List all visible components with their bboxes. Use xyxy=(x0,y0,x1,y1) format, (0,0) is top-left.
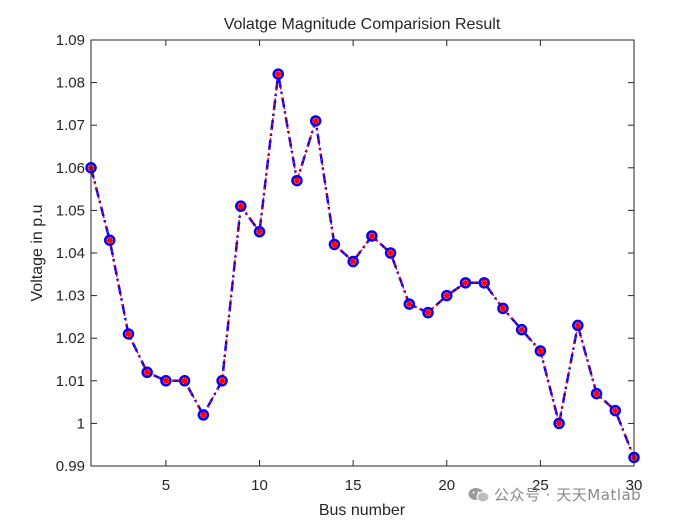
watermark-text: 公众号 · 天天Matlab xyxy=(494,486,642,504)
y-tick-label: 1.02 xyxy=(56,330,85,347)
data-point-star xyxy=(293,177,301,185)
data-point xyxy=(216,375,228,387)
data-point-star xyxy=(256,228,264,236)
x-tick-label: 5 xyxy=(162,477,170,494)
data-point-star xyxy=(199,411,207,419)
wechat-icon xyxy=(468,487,490,503)
data-point xyxy=(478,277,490,289)
data-point-star xyxy=(387,249,395,257)
data-point-star xyxy=(349,258,357,266)
data-point xyxy=(103,234,116,246)
data-point xyxy=(534,345,547,357)
tick-layer: 5 10 15 20 25 30 0.99 1 1.01 1.02 1.03 1.04 1.05 1.06… xyxy=(56,32,643,494)
data-point xyxy=(553,417,565,430)
data-point xyxy=(572,319,584,332)
data-point-star xyxy=(162,377,170,385)
data-point xyxy=(309,115,322,127)
y-tick-label: 1.01 xyxy=(56,373,85,390)
data-point-star xyxy=(611,407,619,415)
data-point-star xyxy=(574,321,582,329)
data-point-star xyxy=(405,300,413,308)
data-point-star xyxy=(593,390,601,398)
data-point-star xyxy=(106,236,114,244)
data-point xyxy=(422,306,434,319)
series-group-2 xyxy=(90,73,635,458)
data-point-star xyxy=(237,202,245,210)
data-point-star xyxy=(312,117,320,125)
data-point xyxy=(235,200,247,212)
data-point-star xyxy=(555,419,563,427)
data-point-star xyxy=(443,292,451,300)
data-point xyxy=(366,230,378,242)
data-point xyxy=(403,298,416,310)
y-tick-label: 1.08 xyxy=(56,75,85,92)
y-tick-label: 1.06 xyxy=(56,160,85,177)
plot-area xyxy=(91,40,634,466)
x-tick-label: 30 xyxy=(626,477,643,494)
data-point-star xyxy=(330,240,338,248)
watermark: 公众号 · 天天Matlab xyxy=(468,484,641,505)
x-tick-label: 10 xyxy=(251,477,268,494)
series-markers-1 xyxy=(85,68,640,464)
series-layer xyxy=(85,68,640,464)
y-tick-label: 1.09 xyxy=(56,32,85,49)
y-axis-label: Voltage in p.u xyxy=(29,205,46,302)
y-tick-label: 1 xyxy=(77,415,85,432)
data-point xyxy=(384,247,397,259)
data-point-star xyxy=(274,70,282,78)
data-point-star xyxy=(424,309,432,317)
y-tick-label: 1.03 xyxy=(56,288,85,305)
data-point xyxy=(347,255,359,268)
data-point-star xyxy=(218,377,226,385)
data-point-star xyxy=(368,232,376,240)
chart-title: Volatge Magnitude Comparision Result xyxy=(224,16,501,33)
data-point xyxy=(497,302,509,315)
data-point xyxy=(197,409,210,421)
y-tick-label: 1.05 xyxy=(56,202,85,219)
x-tick-label: 20 xyxy=(438,477,455,494)
data-point xyxy=(515,323,528,336)
data-point xyxy=(141,366,153,379)
data-point-star xyxy=(536,347,544,355)
data-point-star xyxy=(499,304,507,312)
series-line-2 xyxy=(90,73,635,458)
data-point xyxy=(291,174,303,187)
y-tick-label: 0.99 xyxy=(56,458,85,475)
data-point-star xyxy=(461,279,469,287)
x-tick-label: 25 xyxy=(532,477,549,494)
data-point xyxy=(609,404,622,417)
data-point-star xyxy=(480,279,488,287)
data-point xyxy=(459,277,472,289)
data-point-star xyxy=(124,330,132,338)
x-tick-label: 15 xyxy=(345,477,362,494)
data-point xyxy=(178,375,191,387)
y-tick-label: 1.04 xyxy=(56,245,85,262)
data-point xyxy=(441,289,453,302)
data-point xyxy=(272,68,284,80)
data-point-star xyxy=(143,368,151,376)
data-point xyxy=(253,225,266,238)
data-point xyxy=(590,387,603,400)
x-axis-label: Bus number xyxy=(319,502,406,519)
data-point xyxy=(122,328,135,340)
data-point-star xyxy=(518,326,526,334)
data-point xyxy=(328,238,341,251)
data-point-star xyxy=(181,377,189,385)
y-tick-label: 1.07 xyxy=(56,117,85,134)
data-point xyxy=(160,375,172,387)
